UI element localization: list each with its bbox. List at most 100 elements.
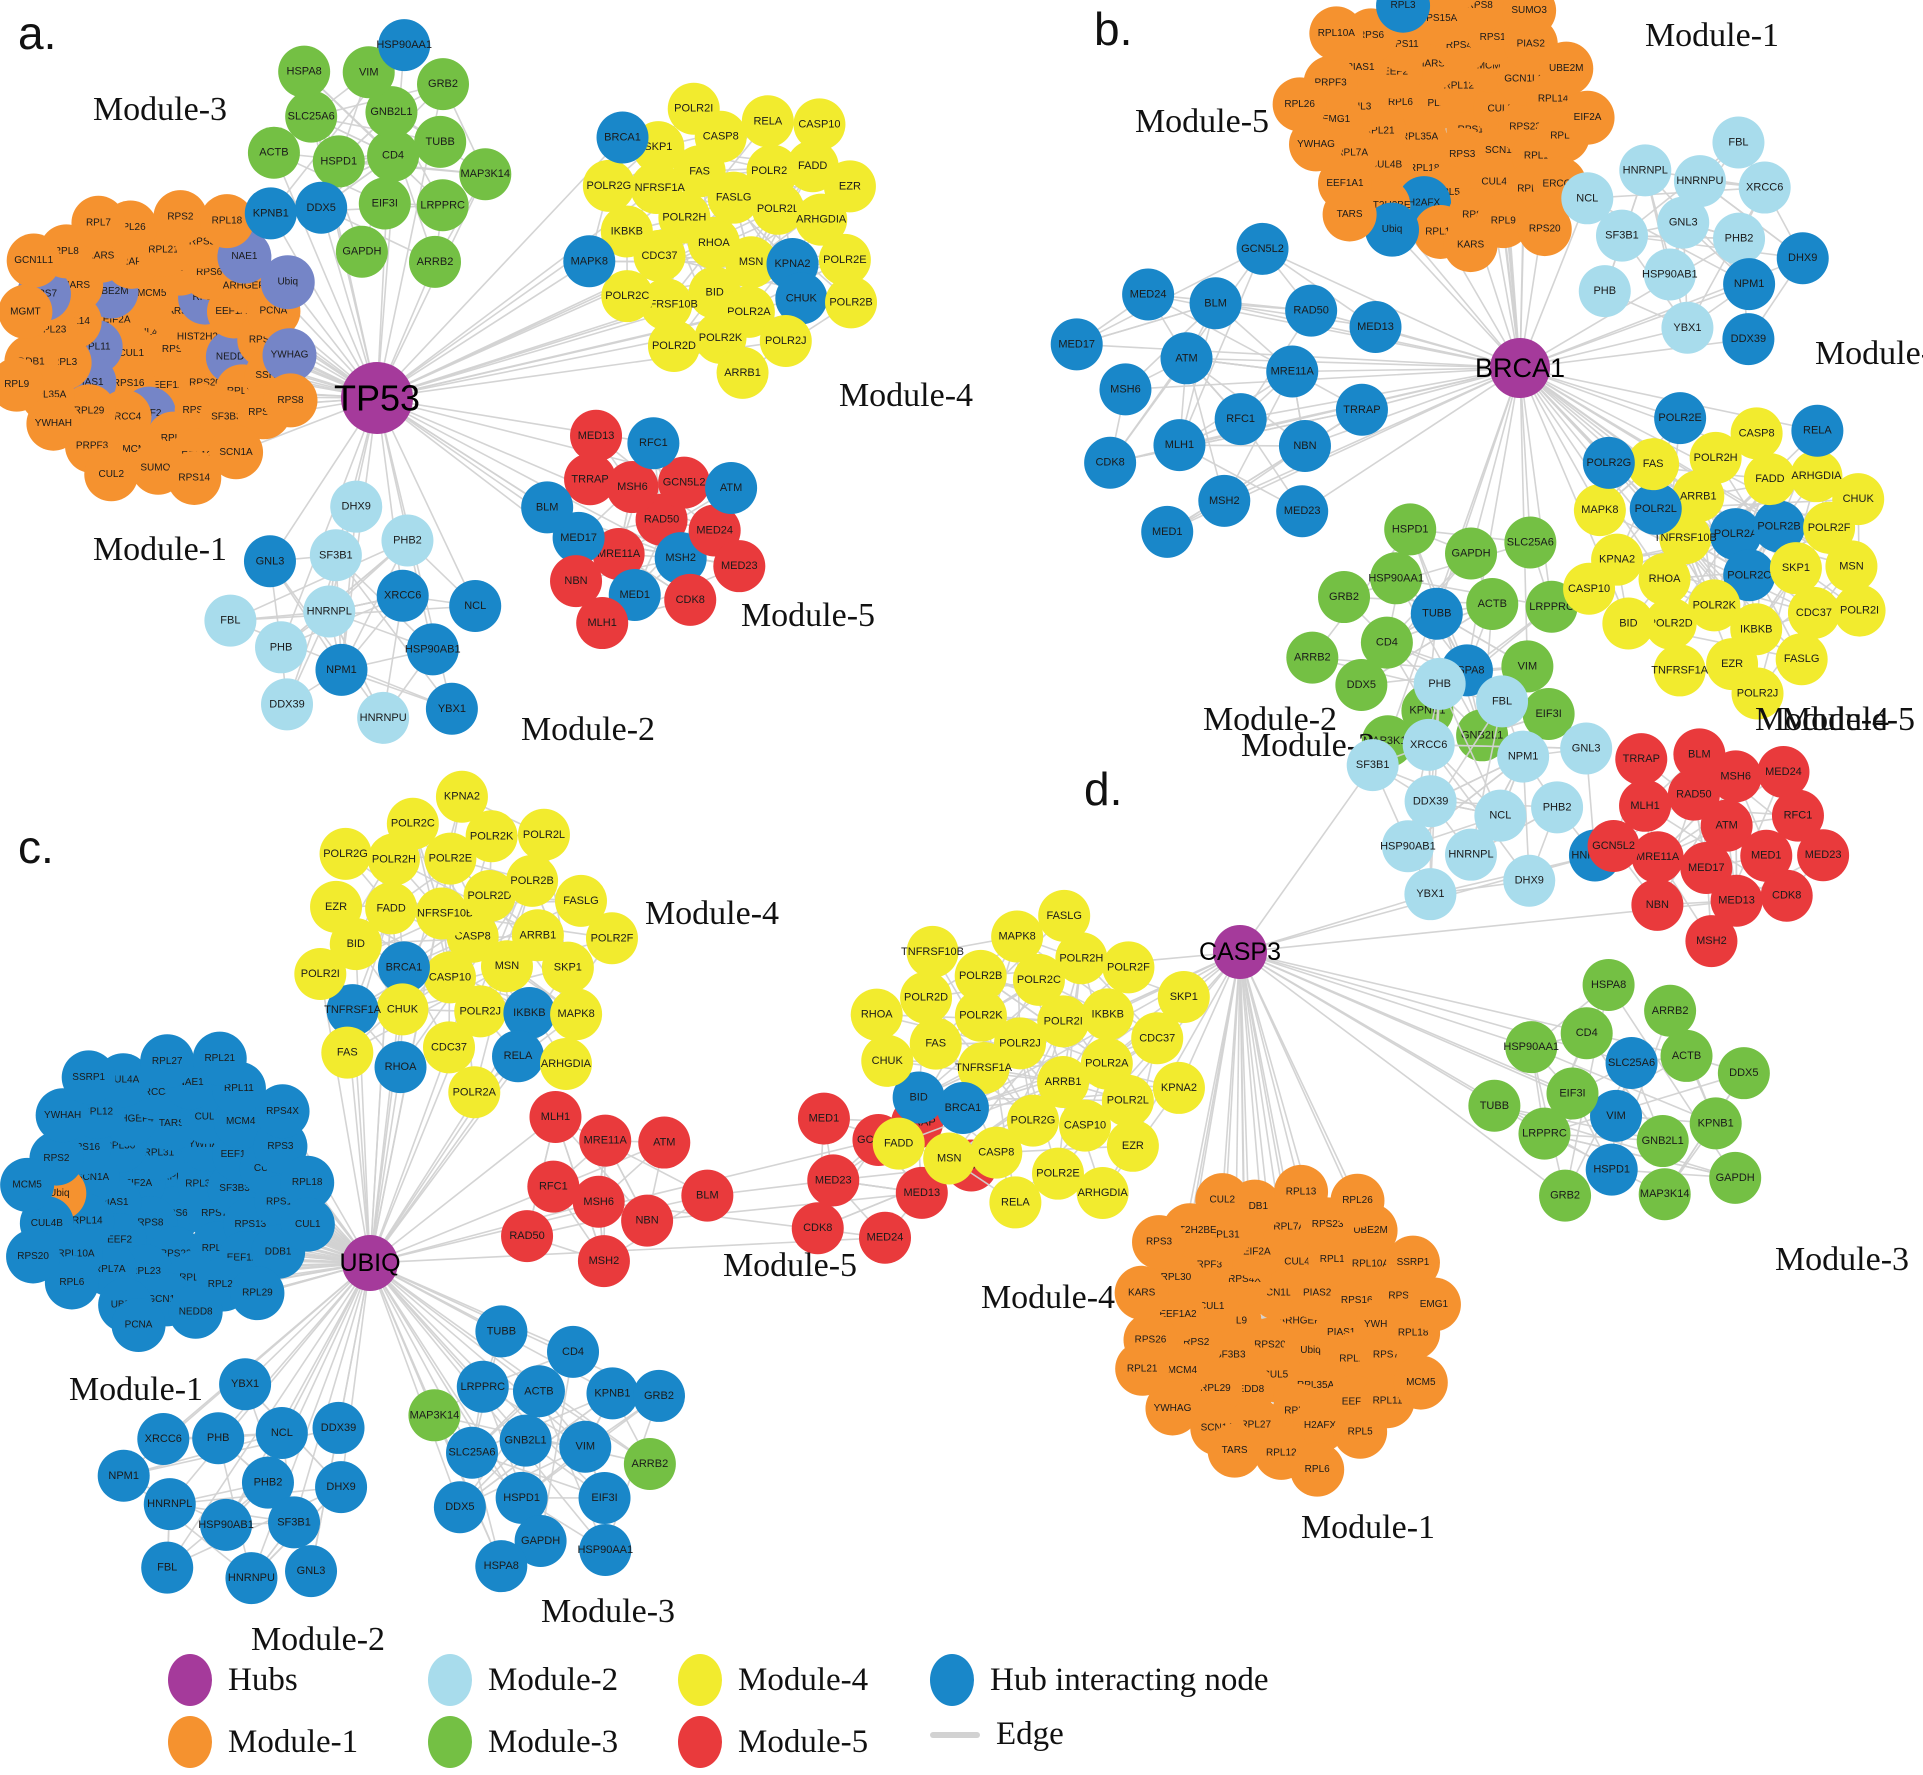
node-label: TARS xyxy=(159,1118,185,1129)
node-d-RPL26: RPL26 xyxy=(1330,1173,1385,1228)
node-b-EIF3I: EIF3I xyxy=(1522,687,1575,740)
node-label: GAPDH xyxy=(1451,548,1490,560)
node-label: LRPPRC xyxy=(1522,1128,1567,1140)
node-label: KPNA2 xyxy=(444,791,480,803)
node-a-HSP90AA1: HSP90AA1 xyxy=(376,19,432,72)
node-label: DDB1 xyxy=(18,356,45,367)
node-label: HNRNPU xyxy=(228,1572,275,1584)
module-title-c-m4: Module-4 xyxy=(645,895,779,932)
node-b-POLR2D: POLR2D xyxy=(1644,597,1697,650)
node-label: ARHGDIA xyxy=(541,1058,592,1070)
node-a-EZR: EZR xyxy=(823,160,876,213)
node-label: NPM1 xyxy=(1734,278,1765,290)
node-b-RPL3: RPL3 xyxy=(1376,0,1431,33)
node-label: RPS4X xyxy=(1446,40,1479,51)
node-label: EIF2A xyxy=(1574,112,1602,123)
node-a-POLR2B: POLR2B xyxy=(825,276,878,329)
node-label: POLR2E xyxy=(823,254,866,266)
node-label: RPL24 xyxy=(208,1279,239,1290)
node-label: DDB1 xyxy=(265,1246,292,1257)
node-c-HSP90AA1: HSP90AA1 xyxy=(577,1523,633,1576)
node-label: ARRB2 xyxy=(632,1458,669,1470)
node-d-PHB: PHB xyxy=(1413,657,1466,710)
node-c-PHB: PHB xyxy=(192,1412,245,1465)
node-label: MED13 xyxy=(1718,895,1755,907)
node-label: CUL1 xyxy=(118,348,144,359)
node-label: MRE11A xyxy=(597,548,641,560)
node-b-FAS: FAS xyxy=(1627,438,1680,491)
node-c-YBX1: YBX1 xyxy=(219,1358,272,1411)
node-label: CHUK xyxy=(786,292,818,304)
node-label: NEDD8 xyxy=(1230,1384,1264,1395)
node-label: YWHAH xyxy=(1364,1319,1401,1330)
node-label: CASP8 xyxy=(703,131,739,143)
node-a-RPL7: RPL7 xyxy=(71,195,126,250)
node-d-HSPD1: HSPD1 xyxy=(1585,1143,1638,1196)
node-d-SKP1: SKP1 xyxy=(1157,970,1210,1023)
node-c-ACTB: ACTB xyxy=(512,1365,565,1418)
node-label: RELA xyxy=(1803,425,1832,437)
node-label: XRCC6 xyxy=(145,1433,182,1445)
node-c-RELA: RELA xyxy=(492,1030,545,1083)
node-label: NPM1 xyxy=(108,1470,139,1482)
node-label: YWHAG xyxy=(188,1139,226,1150)
node-d-MED17: MED17 xyxy=(1680,842,1733,895)
node-a-ATM: ATM xyxy=(705,461,758,514)
node-label: POLR2L xyxy=(1635,503,1677,515)
node-label: RPL7A xyxy=(94,1264,126,1275)
node-label: PHB2 xyxy=(1725,233,1754,245)
node-label: RPL13 xyxy=(179,1272,210,1283)
node-c-VIM: VIM xyxy=(559,1420,612,1473)
node-b-POLR2C: POLR2C xyxy=(1723,549,1776,602)
node-c-RPL18: RPL18 xyxy=(280,1155,335,1210)
node-label: EIF3I xyxy=(372,198,398,210)
node-label: FAS xyxy=(337,1047,358,1059)
node-c-FADD: FADD xyxy=(365,882,418,935)
node-label: RPL7 xyxy=(86,217,111,228)
node-d-HSPA8: HSPA8 xyxy=(1582,958,1635,1011)
node-b-CHUK: CHUK xyxy=(1832,473,1885,526)
node-label: RPL31 xyxy=(1209,1230,1240,1241)
node-d-ARRB1: ARRB1 xyxy=(1037,1056,1090,1109)
node-label: EEF1A1 xyxy=(153,380,191,391)
node-label: NPM1 xyxy=(326,664,357,676)
node-d-RPL21: RPL21 xyxy=(1115,1341,1170,1396)
node-label: RELA xyxy=(1001,1196,1030,1208)
node-label: CASP10 xyxy=(429,971,471,983)
node-label: EIF3I xyxy=(1559,1087,1585,1099)
node-label: DDB1 xyxy=(1241,1201,1268,1212)
node-label: RPS3 xyxy=(267,1141,294,1152)
node-c-SSRP1: SSRP1 xyxy=(61,1050,116,1105)
node-label: POLR2E xyxy=(1036,1168,1079,1180)
node-a-MSH6: MSH6 xyxy=(606,461,659,514)
node-d-POLR2C: POLR2C xyxy=(1012,953,1065,1006)
node-label: RPL10A xyxy=(1352,1259,1390,1270)
node-d-MLH1: MLH1 xyxy=(1619,779,1672,832)
node-label: RPL3 xyxy=(1391,0,1416,11)
node-label: GCN1L1 xyxy=(14,255,53,266)
node-d-MED23: MED23 xyxy=(1797,829,1850,882)
node-d-BLM: BLM xyxy=(1673,728,1726,781)
node-label: TNFRSF10B xyxy=(1654,532,1717,544)
node-label: RPL18 xyxy=(1409,163,1440,174)
node-label: ATM xyxy=(1175,352,1197,364)
hub-node-UBIQ: UBIQ xyxy=(339,1235,401,1291)
node-label: ATM xyxy=(653,1137,675,1149)
node-label: DDX39 xyxy=(1731,333,1766,345)
node-label: TRRAP xyxy=(1343,404,1380,416)
node-label: DDX5 xyxy=(1729,1067,1758,1079)
node-b-RHOA: RHOA xyxy=(1638,553,1691,606)
node-label: NEDD8 xyxy=(216,351,250,362)
module-title-d-m5: Module-5 xyxy=(1781,701,1915,738)
node-d-FASLG: FASLG xyxy=(1038,889,1091,942)
node-label: YWHAH xyxy=(44,1110,81,1121)
node-c-RPL27: RPL27 xyxy=(140,1034,195,1089)
node-d-EZR: EZR xyxy=(1106,1119,1159,1172)
module-title-a-m5: Module-5 xyxy=(741,597,875,634)
node-d-H2AFX: H2AFX xyxy=(1293,1398,1348,1453)
node-label: POLR2F xyxy=(1808,522,1851,534)
node-d-VIM: VIM xyxy=(1590,1089,1643,1142)
node-label: POLR2K xyxy=(1693,599,1737,611)
node-c-PHB2: PHB2 xyxy=(241,1456,294,1509)
node-a-PHB: PHB xyxy=(255,621,308,674)
